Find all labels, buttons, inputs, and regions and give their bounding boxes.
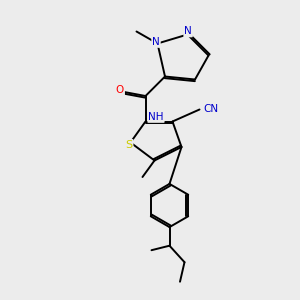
Text: N: N	[152, 37, 160, 47]
Text: S: S	[125, 140, 133, 150]
Text: N: N	[184, 26, 192, 37]
Text: CN: CN	[203, 104, 218, 115]
Text: O: O	[116, 85, 124, 95]
Text: NH: NH	[148, 112, 164, 122]
